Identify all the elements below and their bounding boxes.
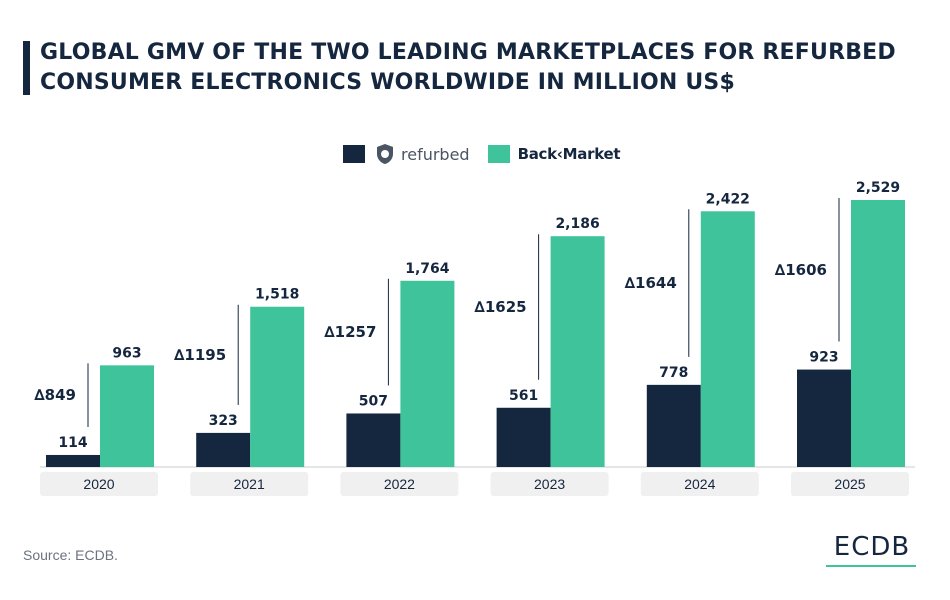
data-label: 561: [509, 388, 538, 404]
x-tick-label: 2025: [834, 476, 865, 492]
bar-backmarket: [550, 236, 605, 467]
delta-label: ∆1195: [174, 346, 226, 364]
ecdb-logo: ECDB: [833, 532, 911, 562]
legend-label-backmarket: Back‹Market: [517, 145, 621, 163]
chart-title: GLOBAL GMV OF THE TWO LEADING MARKETPLAC…: [40, 40, 896, 95]
data-label: 1,764: [405, 261, 450, 277]
x-tick-box: [40, 472, 158, 496]
legend-swatch-refurbed: [343, 145, 365, 163]
delta-label: ∆1257: [324, 323, 376, 341]
data-label: 963: [112, 345, 141, 361]
delta-label: ∆1625: [474, 298, 526, 316]
x-tick-box: [340, 472, 459, 496]
data-label: 1,518: [255, 287, 299, 303]
bar-backmarket: [400, 280, 455, 467]
title-accent-bar: [23, 41, 30, 95]
legend-item-refurbed: refurbed: [343, 142, 470, 166]
delta-label: ∆849: [34, 386, 76, 404]
delta-label: ∆1644: [625, 274, 677, 292]
data-label: 778: [659, 365, 688, 381]
data-label: 2,422: [706, 191, 750, 207]
x-tick-box: [190, 472, 309, 496]
bar-refurbed: [46, 454, 100, 467]
bar-refurbed: [646, 384, 701, 467]
legend-swatch-backmarket: [487, 145, 510, 163]
data-label: 923: [809, 350, 838, 366]
bar-backmarket: [100, 365, 154, 467]
data-label: 507: [359, 393, 388, 409]
x-tick-label: 2023: [534, 476, 565, 492]
legend: refurbed Back‹Market: [343, 142, 638, 166]
ecdb-logo-underline: [826, 565, 916, 567]
bar-backmarket: [250, 306, 305, 467]
bar-refurbed: [496, 407, 551, 467]
data-label: 2,529: [856, 180, 900, 196]
legend-label-refurbed: refurbed: [401, 144, 470, 164]
x-tick-label: 2021: [234, 476, 265, 492]
legend-item-backmarket: Back‹Market: [487, 145, 621, 163]
x-tick-label: 2024: [684, 476, 715, 492]
x-tick-box: [791, 472, 909, 496]
bar-refurbed: [797, 369, 851, 467]
data-label: 323: [209, 413, 238, 429]
delta-label: ∆1606: [775, 261, 827, 279]
bar-refurbed: [346, 413, 401, 467]
data-label: 2,186: [555, 216, 599, 232]
x-tick-label: 2022: [384, 476, 415, 492]
x-tick-label: 2020: [83, 476, 114, 492]
data-label: 114: [58, 435, 87, 451]
x-tick-box: [640, 472, 759, 496]
bar-backmarket: [700, 211, 755, 467]
refurbed-logo-icon: [377, 144, 393, 164]
x-tick-box: [490, 472, 609, 496]
bar-backmarket: [851, 200, 905, 467]
source-note: Source: ECDB.: [23, 547, 118, 563]
bar-refurbed: [196, 432, 251, 467]
